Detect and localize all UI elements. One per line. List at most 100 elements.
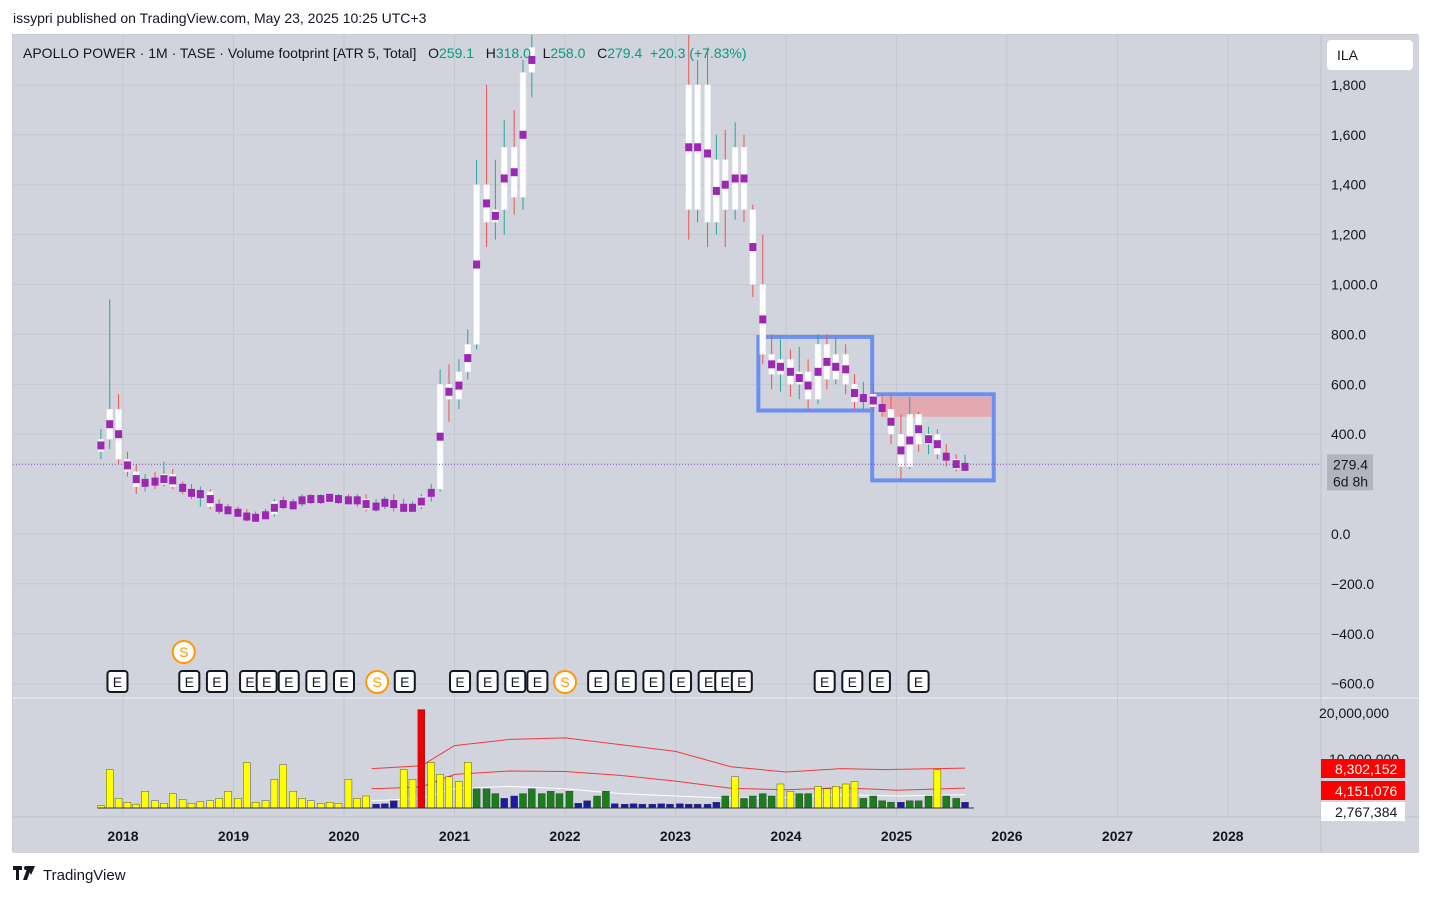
chart-canvas[interactable]: 1,800 1,600 1,400 1,200 1,000.0 800.0 600.0 400… — [13, 35, 1419, 853]
volume-bar[interactable] — [270, 779, 279, 809]
candle-poc[interactable] — [188, 488, 196, 497]
volume-bar[interactable] — [749, 795, 757, 809]
candle-poc[interactable] — [832, 362, 840, 371]
candle-poc[interactable] — [906, 436, 914, 445]
volume-bar[interactable] — [703, 803, 712, 809]
volume-bar[interactable] — [141, 791, 149, 809]
volume-bar[interactable] — [106, 769, 114, 809]
volume-bar[interactable] — [445, 776, 453, 809]
volume-bar[interactable] — [215, 798, 223, 809]
candle-poc[interactable] — [768, 360, 776, 369]
earnings-marker[interactable] — [178, 670, 201, 693]
candle-poc[interactable] — [712, 186, 720, 195]
candle-poc[interactable] — [519, 130, 527, 139]
currency-button[interactable]: ILA — [1327, 40, 1413, 70]
volume-bar[interactable] — [786, 791, 795, 809]
earnings-marker[interactable] — [614, 670, 637, 693]
volume-bar[interactable] — [307, 800, 315, 809]
split-marker[interactable] — [553, 670, 577, 694]
candle-poc[interactable] — [933, 440, 941, 449]
earnings-marker[interactable] — [393, 670, 416, 693]
candle-poc[interactable] — [455, 381, 463, 390]
earnings-marker[interactable] — [476, 670, 499, 693]
candle-poc[interactable] — [740, 174, 748, 183]
volume-bar[interactable] — [776, 783, 785, 809]
volume-bar[interactable] — [243, 762, 251, 809]
volume-bar[interactable] — [427, 762, 435, 809]
earnings-marker[interactable] — [813, 670, 836, 693]
volume-bar[interactable] — [961, 802, 969, 809]
volume-bar[interactable] — [372, 803, 380, 809]
volume-bar[interactable] — [602, 791, 610, 809]
candle-poc[interactable] — [353, 496, 361, 505]
volume-bar[interactable] — [491, 793, 500, 809]
candle-poc[interactable] — [473, 260, 481, 269]
volume-bar[interactable] — [436, 774, 444, 809]
candle-poc[interactable] — [427, 488, 435, 497]
volume-bar[interactable] — [685, 803, 693, 809]
earnings-marker[interactable] — [730, 670, 753, 693]
candle-poc[interactable] — [344, 496, 352, 505]
candle-poc[interactable] — [169, 476, 177, 485]
candle-poc[interactable] — [289, 501, 297, 510]
volume-bar[interactable] — [731, 776, 739, 809]
candle-poc[interactable] — [362, 500, 370, 509]
candle-poc[interactable] — [317, 495, 325, 504]
volume-bar[interactable] — [629, 803, 638, 809]
candle-poc[interactable] — [685, 143, 693, 152]
candle-poc[interactable] — [483, 199, 491, 208]
volume-bar[interactable] — [123, 802, 132, 809]
volume-bar[interactable] — [869, 795, 877, 809]
volume-bar[interactable] — [538, 793, 546, 809]
candle-poc[interactable] — [307, 495, 315, 504]
candle-poc[interactable] — [97, 441, 105, 450]
volume-bar[interactable] — [160, 803, 168, 809]
candle-poc[interactable] — [878, 404, 886, 413]
candle-poc[interactable] — [510, 168, 518, 177]
volume-bar[interactable] — [234, 798, 242, 809]
volume-bar[interactable] — [933, 769, 942, 809]
split-marker[interactable] — [171, 640, 196, 664]
volume-bar[interactable] — [832, 786, 840, 809]
volume-bar[interactable] — [814, 786, 822, 809]
volume-bar[interactable] — [464, 762, 472, 809]
candle-poc[interactable] — [270, 503, 278, 512]
volume-bar[interactable] — [151, 800, 159, 809]
candle-poc[interactable] — [436, 432, 444, 441]
candle-poc[interactable] — [749, 243, 757, 252]
volume-bar[interactable] — [417, 709, 426, 809]
candle-poc[interactable] — [243, 512, 251, 521]
drawing-box[interactable] — [756, 334, 875, 413]
volume-bar[interactable] — [224, 791, 232, 809]
candle-poc[interactable] — [390, 500, 398, 509]
volume-bar[interactable] — [583, 800, 591, 809]
volume-bar[interactable] — [593, 795, 601, 809]
earnings-marker[interactable] — [642, 670, 665, 693]
volume-bar[interactable] — [712, 802, 721, 809]
candle-poc[interactable] — [731, 174, 739, 183]
earnings-marker[interactable] — [305, 670, 328, 693]
candle-poc[interactable] — [795, 374, 803, 383]
volume-bar[interactable] — [574, 803, 582, 809]
candle-poc[interactable] — [887, 417, 895, 426]
volume-bar[interactable] — [178, 799, 187, 809]
earnings-marker[interactable] — [449, 670, 472, 693]
volume-bar[interactable] — [362, 795, 370, 809]
chart-frame[interactable]: 1,800 1,600 1,400 1,200 1,000.0 800.0 600.0 400… — [12, 34, 1419, 853]
candle-poc[interactable] — [326, 493, 334, 502]
volume-bar[interactable] — [740, 798, 748, 809]
candle-poc[interactable] — [151, 477, 159, 486]
volume-bar[interactable] — [482, 788, 491, 809]
candle-poc[interactable] — [224, 506, 232, 515]
candle-poc[interactable] — [859, 394, 867, 403]
candle-poc[interactable] — [704, 149, 712, 158]
volume-bar[interactable] — [555, 793, 564, 809]
candle-poc[interactable] — [823, 357, 831, 366]
volume-bar[interactable] — [823, 788, 831, 809]
volume-bar[interactable] — [887, 802, 895, 809]
candle-poc[interactable] — [115, 430, 123, 439]
volume-bar[interactable] — [942, 795, 950, 809]
candle-poc[interactable] — [123, 461, 131, 470]
earnings-marker[interactable] — [670, 670, 693, 693]
volume-bar[interactable] — [546, 791, 555, 809]
